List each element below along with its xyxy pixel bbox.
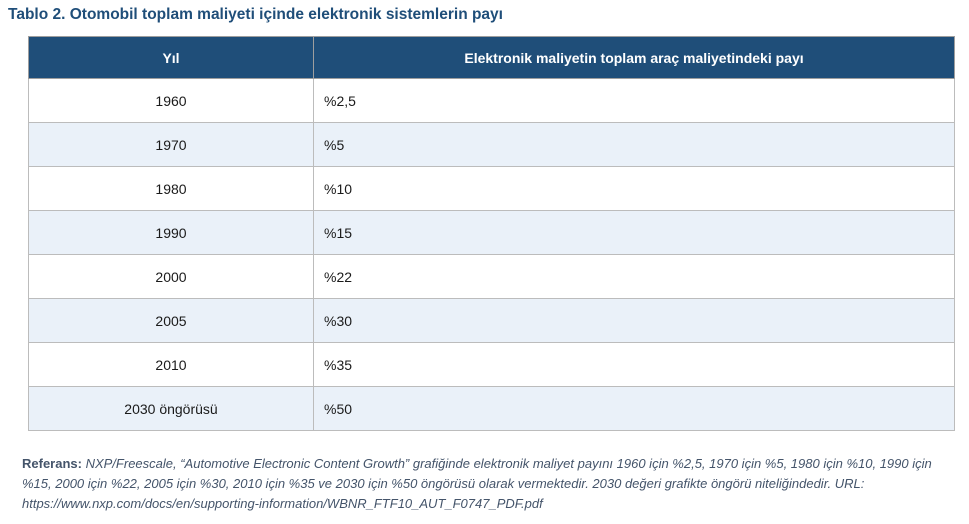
table-row: 1970 %5 (28, 122, 955, 167)
year-cell: 1980 (28, 166, 314, 211)
year-cell: 2005 (28, 298, 314, 343)
share-cell: %15 (313, 210, 955, 255)
reference-label: Referans: (22, 456, 82, 471)
share-cell: %30 (313, 298, 955, 343)
year-cell: 1960 (28, 78, 314, 123)
year-cell: 2010 (28, 342, 314, 387)
reference-text: NXP/Freescale, “Automotive Electronic Co… (22, 456, 932, 511)
data-table: Yıl Elektronik maliyetin toplam araç mal… (28, 36, 955, 431)
reference-note: Referans: NXP/Freescale, “Automotive Ele… (22, 454, 954, 514)
year-cell: 2030 öngörüsü (28, 386, 314, 431)
year-cell: 1970 (28, 122, 314, 167)
table-row: 2010 %35 (28, 342, 955, 387)
share-cell: %2,5 (313, 78, 955, 123)
table-header-row: Yıl Elektronik maliyetin toplam araç mal… (28, 36, 955, 79)
table-body: 1960 %2,5 1970 %5 1980 %10 1990 %15 2000 %22 2005%… (28, 78, 955, 431)
share-cell: %50 (313, 386, 955, 431)
header-cell-share: Elektronik maliyetin toplam araç maliyet… (313, 36, 955, 79)
table-row: 2030 öngörüsü %50 (28, 386, 955, 431)
page-title: Tablo 2. Otomobil toplam maliyeti içinde… (8, 6, 503, 23)
share-cell: %10 (313, 166, 955, 211)
header-cell-year: Yıl (28, 36, 314, 79)
year-cell: 2000 (28, 254, 314, 299)
share-cell: %22 (313, 254, 955, 299)
table-row: 1980 %10 (28, 166, 955, 211)
share-cell: %35 (313, 342, 955, 387)
table-row: 1960 %2,5 (28, 78, 955, 123)
share-cell: %5 (313, 122, 955, 167)
year-cell: 1990 (28, 210, 314, 255)
table-row: 2000 %22 (28, 254, 955, 299)
table-row: 1990 %15 (28, 210, 955, 255)
table-row: 2005 %30 (28, 298, 955, 343)
